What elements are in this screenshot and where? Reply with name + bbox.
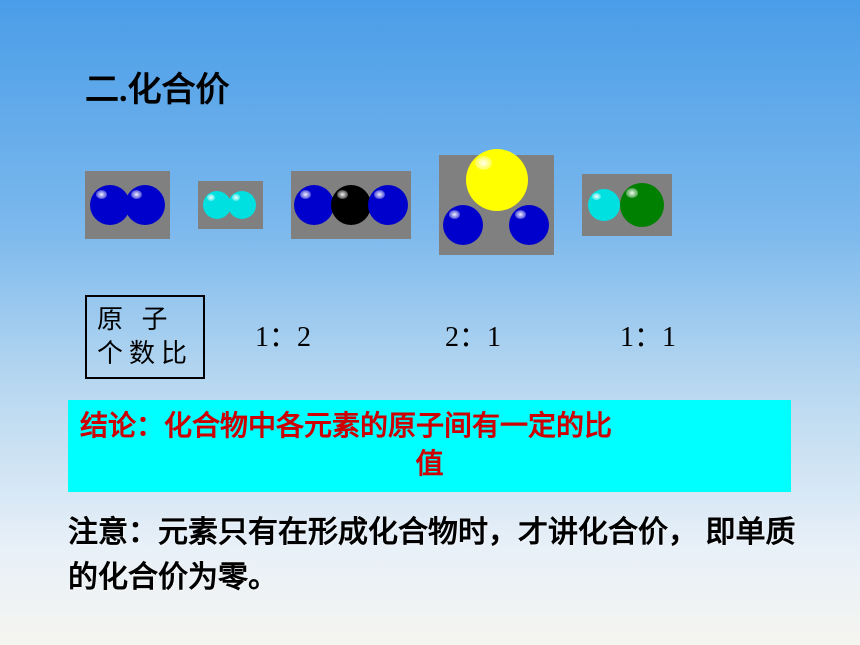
atom-icon [466,149,528,211]
molecule-box-4 [582,174,672,236]
atom-icon [228,191,256,219]
atom-icon [294,185,334,225]
molecule-box-0 [85,171,170,239]
ratio-label-line2: 个数比 [97,337,193,371]
note-text: 注意：元素只有在形成化合物时，才讲化合价， 即单质的化合价为零。 [68,510,798,600]
ratio-value-0: 1：2 [255,315,311,355]
conclusion-line1: 结论：化合物中各元素的原子间有一定的比 [80,408,779,446]
section-title: 二.化合价 [85,62,230,111]
molecule-box-3 [439,155,554,255]
atom-icon [203,191,231,219]
conclusion-line2: 值 [80,446,779,484]
molecule-box-1 [198,181,263,229]
atom-icon [509,205,549,245]
ratio-label-line1: 原 子 [97,303,193,337]
atom-icon [620,183,664,227]
conclusion-box: 结论：化合物中各元素的原子间有一定的比 值 [68,400,791,492]
atom-icon [125,185,165,225]
atom-icon [443,205,483,245]
atom-icon [90,185,130,225]
ratio-value-1: 2：1 [445,315,501,355]
molecule-box-2 [291,171,411,239]
atom-icon [331,185,371,225]
ratio-label-box: 原 子 个数比 [85,295,205,379]
molecules-row [85,155,672,255]
atom-icon [368,185,408,225]
atom-icon [588,189,620,221]
ratio-value-2: 1：1 [620,315,676,355]
